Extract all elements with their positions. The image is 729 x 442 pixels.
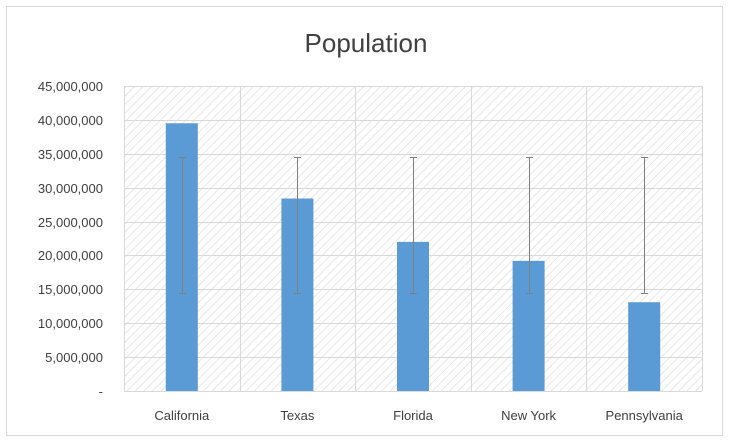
y-tick-label: -: [99, 384, 103, 399]
bar-california: [165, 123, 198, 392]
y-tick-label: 20,000,000: [38, 248, 103, 263]
y-tick-label: 40,000,000: [38, 113, 103, 128]
x-tick-label: California: [154, 408, 210, 423]
y-tick-label: 35,000,000: [38, 147, 103, 162]
chart-title: Population: [305, 28, 428, 58]
x-tick-label: Pennsylvania: [606, 408, 684, 423]
bar-new-york: [512, 260, 545, 391]
y-tick-label: 10,000,000: [38, 316, 103, 331]
bar-pennsylvania: [628, 302, 661, 391]
x-axis: California Texas Florida New York Pennsylvan…: [154, 408, 683, 423]
y-tick-label: 30,000,000: [38, 181, 103, 196]
x-tick-label: Texas: [280, 408, 314, 423]
x-tick-label: Florida: [393, 408, 434, 423]
y-tick-label: 15,000,000: [38, 282, 103, 297]
error-bars: [179, 157, 648, 294]
x-tick-label: New York: [501, 408, 556, 423]
y-tick-label: 45,000,000: [38, 79, 103, 94]
y-tick-label: 25,000,000: [38, 215, 103, 230]
y-tick-label: 5,000,000: [45, 350, 103, 365]
y-axis: - 5,000,000 10,000,000 15,000,000 20,000,000…: [38, 79, 103, 399]
